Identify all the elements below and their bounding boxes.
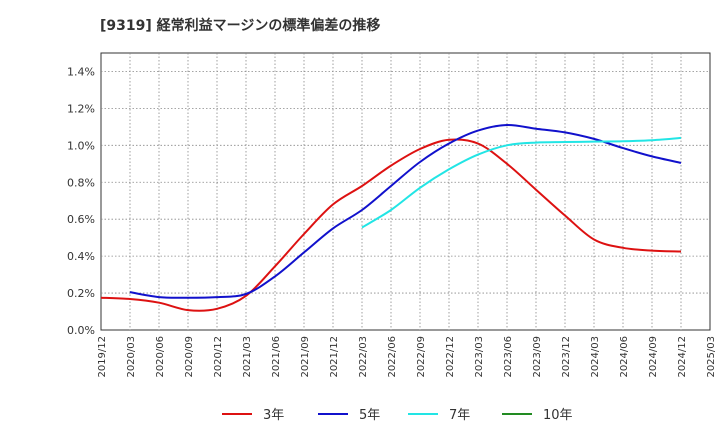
y-tick-label: 1.0% [67,139,95,152]
x-tick-label: 2023/12 [561,336,572,378]
x-tick-label: 2021/03 [242,336,253,378]
x-tick-label: 2022/06 [387,336,398,378]
legend-label: 5年 [359,408,380,423]
chart-title: [9319] 経常利益マージンの標準偏差の推移 [100,18,381,34]
legend-label: 10年 [543,408,573,423]
x-tick-label: 2020/09 [184,336,195,378]
x-tick-label: 2021/12 [329,336,340,378]
x-tick-label: 2022/09 [416,336,427,378]
x-tick-label: 2023/06 [503,336,514,378]
x-tick-label: 2024/03 [590,336,601,378]
x-tick-label: 2020/03 [126,336,137,378]
y-tick-label: 0.6% [67,213,95,226]
x-tick-label: 2024/12 [677,336,688,378]
y-tick-label: 1.2% [67,102,95,115]
x-tick-label: 2021/09 [300,336,311,378]
x-tick-label: 2022/12 [445,336,456,378]
legend-label: 7年 [449,408,470,423]
y-tick-label: 0.2% [67,287,95,300]
x-tick-label: 2024/09 [648,336,659,378]
x-tick-label: 2020/12 [213,336,224,378]
x-tick-label: 2019/12 [97,336,108,378]
x-tick-label: 2024/06 [619,336,630,378]
x-tick-label: 2020/06 [155,336,166,378]
y-tick-label: 0.8% [67,176,95,189]
y-tick-label: 0.4% [67,250,95,263]
x-tick-label: 2025/03 [706,336,717,378]
x-tick-label: 2023/09 [532,336,543,378]
y-tick-label: 0.0% [67,324,95,337]
x-tick-label: 2021/06 [271,336,282,378]
y-tick-label: 1.4% [67,65,95,78]
series-line-2 [129,123,682,299]
series-line-1 [100,138,682,312]
legend-label: 3年 [263,408,284,423]
plot-area [100,52,711,331]
x-tick-label: 2022/03 [358,336,369,378]
series-line-3 [361,136,682,229]
x-tick-label: 2023/03 [474,336,485,378]
